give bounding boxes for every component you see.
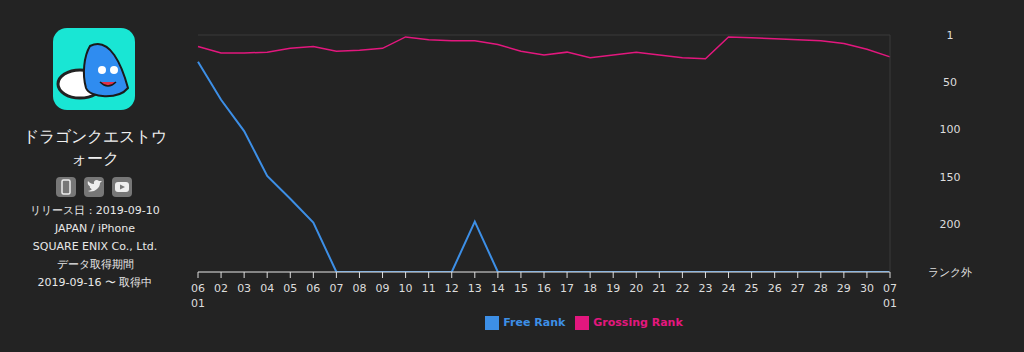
svg-text:19: 19 <box>606 282 620 295</box>
svg-text:24: 24 <box>722 282 736 295</box>
svg-text:08: 08 <box>352 282 366 295</box>
svg-text:12: 12 <box>445 282 459 295</box>
svg-text:10: 10 <box>399 282 413 295</box>
svg-text:05: 05 <box>283 282 297 295</box>
html-text:リリース日 : 2019-09-10: リリース日 : 2019-09-10 <box>30 204 160 217</box>
svg-text:50: 50 <box>943 76 957 89</box>
html-text:データ取得期間: データ取得期間 <box>56 258 134 271</box>
svg-text:30: 30 <box>860 282 874 295</box>
svg-text:0601: 0601 <box>191 282 205 310</box>
svg-text:04: 04 <box>260 282 274 295</box>
svg-text:09: 09 <box>376 282 390 295</box>
svg-text:15: 15 <box>514 282 528 295</box>
html-text:Free Rank: Free Rank <box>503 316 566 329</box>
svg-text:150: 150 <box>940 171 961 184</box>
svg-text:0701: 0701 <box>883 282 897 310</box>
svg-text:03: 03 <box>237 282 251 295</box>
html-text:JAPAN / iPhone: JAPAN / iPhone <box>55 222 135 235</box>
svg-text:18: 18 <box>583 282 597 295</box>
svg-text:17: 17 <box>560 282 574 295</box>
svg-text:13: 13 <box>468 282 482 295</box>
html-text:SQUARE ENIX Co., Ltd.: SQUARE ENIX Co., Ltd. <box>32 240 158 253</box>
svg-text:14: 14 <box>491 282 505 295</box>
svg-text:27: 27 <box>791 282 805 295</box>
svg-text:29: 29 <box>837 282 851 295</box>
html-text:Grossing Rank: Grossing Rank <box>593 316 683 329</box>
svg-text:1: 1 <box>947 29 954 42</box>
svg-text:11: 11 <box>422 282 436 295</box>
svg-text:23: 23 <box>698 282 712 295</box>
svg-text:07: 07 <box>329 282 343 295</box>
svg-text:25: 25 <box>745 282 759 295</box>
svg-text:28: 28 <box>814 282 828 295</box>
html-text:ドラゴンクエストウォーク: ドラゴンクエストウォーク <box>23 127 167 168</box>
svg-text:06: 06 <box>306 282 320 295</box>
svg-text:20: 20 <box>629 282 643 295</box>
svg-text:26: 26 <box>768 282 782 295</box>
svg-text:02: 02 <box>214 282 228 295</box>
svg-text:16: 16 <box>537 282 551 295</box>
svg-text:ランク外: ランク外 <box>928 266 972 279</box>
svg-text:200: 200 <box>940 218 961 231</box>
svg-text:100: 100 <box>940 123 961 136</box>
svg-text:21: 21 <box>652 282 666 295</box>
svg-text:22: 22 <box>675 282 689 295</box>
html-text:2019-09-16 〜 取得中: 2019-09-16 〜 取得中 <box>37 276 153 289</box>
